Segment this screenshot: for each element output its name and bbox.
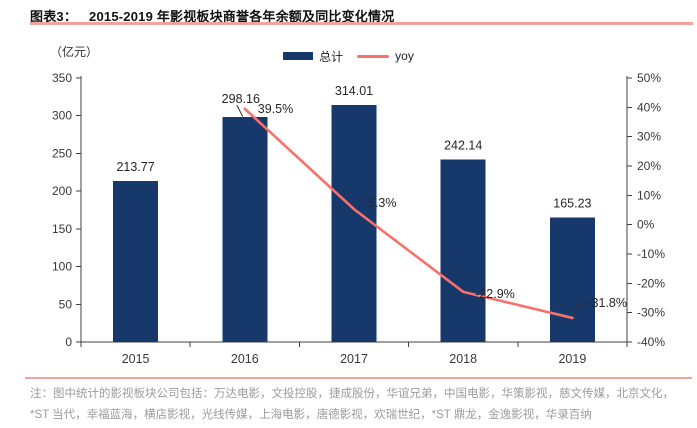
- bar-2015: [113, 180, 159, 342]
- legend-label-total: 总计: [319, 49, 344, 64]
- footnote-divider-rule: [25, 377, 692, 379]
- bar-value-label: 298.16: [222, 92, 260, 106]
- x-category-label: 2015: [122, 352, 150, 366]
- yoy-value-label: 5.3%: [368, 196, 397, 210]
- y-right-tick-label: 0%: [637, 218, 655, 232]
- figure-number-label: 图表3：: [30, 9, 78, 24]
- y-right-tick-label: -30%: [637, 306, 665, 320]
- title-divider-rule: [30, 22, 693, 25]
- y-left-tick-label: 300: [52, 109, 72, 123]
- bar-2017: [331, 105, 377, 342]
- yoy-label-leader-line: [572, 303, 586, 317]
- bar-value-label: 165.23: [553, 196, 591, 210]
- y-left-tick-label: 50: [59, 297, 73, 311]
- yoy-value-label: -22.9%: [475, 287, 515, 301]
- y-left-tick-label: 100: [52, 260, 72, 274]
- x-category-label: 2017: [340, 352, 368, 366]
- legend-item-total: 总计: [283, 48, 343, 65]
- y-right-tick-label: 20%: [637, 159, 661, 173]
- y-right-tick-label: -20%: [637, 276, 665, 290]
- bar-value-label: 242.14: [444, 138, 482, 152]
- figure-title-text: 2015-2019 年影视板块商誉各年余额及同比变化情况: [89, 9, 395, 24]
- bar-2018: [440, 159, 486, 342]
- chart-title: 图表3： 2015-2019 年影视板块商誉各年余额及同比变化情况: [30, 6, 394, 25]
- bar-value-label: 213.77: [116, 160, 154, 174]
- yoy-line: [243, 107, 574, 320]
- y-right-tick-label: -10%: [637, 247, 665, 261]
- chart-legend: 总计 yoy: [0, 48, 697, 64]
- legend-label-yoy: yoy: [395, 49, 414, 63]
- y-axis-unit-label: （亿元）: [50, 45, 99, 59]
- yoy-value-label: 39.5%: [258, 102, 293, 116]
- line-series-swatch: [357, 54, 390, 58]
- bar-value-leader-line: [236, 104, 244, 117]
- x-category-label: 2019: [558, 352, 586, 366]
- y-right-tick-label: 30%: [637, 130, 661, 144]
- y-right-tick-label: 50%: [637, 71, 661, 85]
- y-left-tick-label: 0: [65, 335, 72, 349]
- footnote-text: 注：图中统计的影视板块公司包括：万达电影，文投控股，捷成股份，华谊兄弟，中国电影…: [30, 388, 674, 421]
- x-category-label: 2018: [449, 352, 477, 366]
- y-left-tick-label: 150: [52, 222, 72, 236]
- y-right-tick-label: 40%: [637, 100, 661, 114]
- y-left-tick-label: 350: [52, 71, 72, 85]
- yoy-value-label: -31.8%: [587, 296, 627, 310]
- x-category-label: 2016: [231, 352, 259, 366]
- bar-series-swatch: [283, 52, 314, 60]
- bar-value-label: 314.01: [335, 84, 373, 98]
- bar-2016: [222, 117, 268, 342]
- y-left-tick-label: 200: [52, 184, 72, 198]
- y-right-tick-label: -40%: [637, 335, 665, 349]
- legend-item-yoy: yoy: [357, 49, 414, 63]
- y-right-tick-label: 10%: [637, 188, 661, 202]
- y-left-tick-label: 250: [52, 146, 72, 160]
- bar-2019: [549, 217, 595, 342]
